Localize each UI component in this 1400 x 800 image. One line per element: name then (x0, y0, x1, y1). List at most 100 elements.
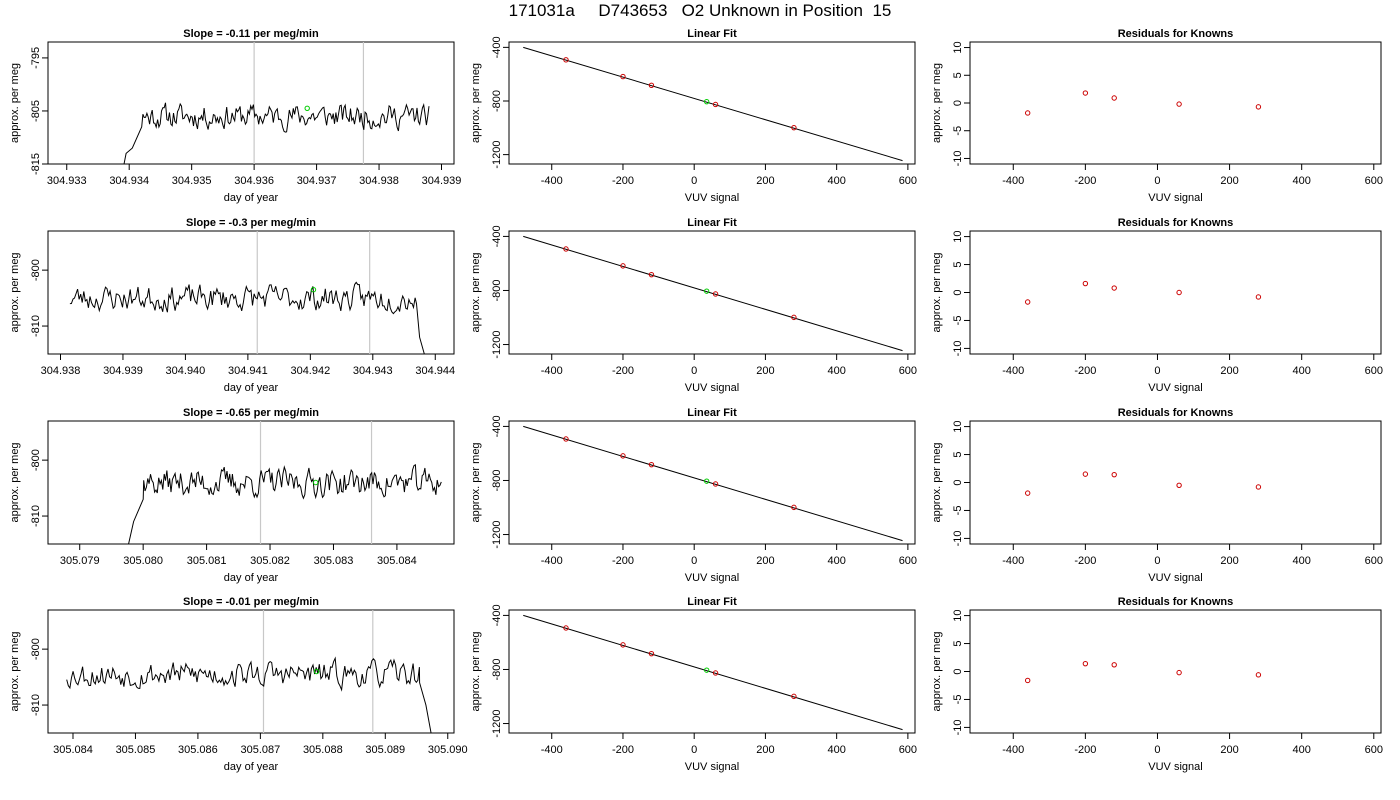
y-tick-label: -805 (30, 100, 42, 122)
y-tick-label: 10 (952, 609, 964, 621)
y-tick-label: -1200 (491, 520, 503, 548)
x-tick-label: 305.083 (314, 555, 354, 567)
x-tick-label: -400 (541, 555, 563, 567)
x-tick-label: 200 (756, 365, 774, 377)
x-tick-label: 600 (899, 175, 917, 187)
unknown-point (304, 105, 310, 112)
x-tick-label: 304.938 (41, 365, 81, 377)
timeseries-line (123, 102, 430, 164)
known-point (563, 57, 569, 63)
fit-line (523, 235, 903, 352)
residual-point (1255, 672, 1262, 678)
timeseries-line (69, 281, 425, 354)
residual-point (1082, 90, 1089, 96)
x-tick-label: 304.940 (166, 365, 206, 377)
x-tick-label: -200 (1074, 365, 1096, 377)
x-tick-label: 305.086 (178, 744, 218, 756)
residual-point (1024, 490, 1031, 496)
unknown-point (313, 479, 319, 486)
residual-point (1024, 677, 1031, 684)
panel-title: Slope = -0.01 per meg/min (183, 596, 319, 608)
x-tick-label: 305.089 (365, 744, 405, 756)
x-tick-label: 305.088 (303, 744, 343, 756)
known-point (563, 246, 569, 252)
known-point (620, 73, 626, 80)
x-tick-label: -400 (1002, 744, 1024, 756)
plot-area (523, 235, 903, 352)
fit-line (523, 614, 903, 731)
y-axis-label: approx. per meg (931, 63, 943, 143)
chart-panel-linear_fit: Linear Fit -400 -200 0 200 400 600 -400 -800 -120… (470, 596, 917, 773)
x-tick-label: 304.934 (109, 175, 149, 187)
x-tick-label: 304.936 (234, 175, 274, 187)
plot-area (123, 42, 430, 164)
y-tick-label: -800 (30, 449, 42, 471)
x-tick-label: -200 (612, 175, 634, 187)
chart-panel-timeseries: Slope = -0.01 per meg/min 305.084 305.085 3… (9, 596, 468, 773)
residual-point (1176, 669, 1182, 676)
x-tick-label: 304.939 (422, 175, 462, 187)
y-tick-label: -10 (952, 530, 964, 546)
x-tick-label: 305.084 (53, 744, 93, 756)
panel-title: Residuals for Knowns (1118, 596, 1234, 608)
x-tick-label: 0 (1154, 175, 1160, 187)
y-tick-label: -400 (491, 36, 503, 58)
plot-frame (508, 420, 916, 545)
panel-title: Slope = -0.3 per meg/min (186, 217, 316, 229)
chart-panel-linear_fit: Linear Fit -400 -200 0 200 400 600 -400 -800 -120… (470, 407, 917, 584)
y-tick-label: -810 (30, 694, 42, 716)
x-tick-label: 400 (1293, 555, 1311, 567)
y-tick-label: -800 (30, 259, 42, 281)
plot-area (69, 231, 425, 354)
y-tick-label: 0 (952, 668, 964, 674)
y-tick-label: 5 (952, 72, 964, 78)
y-tick-label: -5 (952, 506, 964, 516)
plot-area (1024, 471, 1262, 496)
x-tick-label: 305.079 (60, 555, 100, 567)
x-tick-label: 0 (1154, 744, 1160, 756)
x-tick-label: 400 (1293, 365, 1311, 377)
known-point (620, 642, 626, 648)
x-axis-label: VUV signal (1148, 572, 1202, 584)
y-axis-label: approx. per meg (470, 631, 482, 711)
panel-title: Residuals for Knowns (1118, 28, 1234, 40)
y-tick-label: 0 (952, 289, 964, 295)
y-tick-label: -810 (30, 505, 42, 527)
unknown-point (310, 287, 317, 293)
y-tick-label: -795 (30, 47, 42, 69)
x-tick-label: -400 (541, 175, 563, 187)
x-tick-label: 0 (691, 744, 697, 756)
y-tick-label: 5 (952, 261, 964, 267)
x-tick-label: 200 (1220, 744, 1238, 756)
y-tick-label: -400 (491, 415, 503, 437)
plot-frame (969, 609, 1382, 734)
plot-area (523, 46, 903, 162)
known-point (648, 461, 655, 468)
x-axis-label: VUV signal (1148, 761, 1202, 773)
known-point (712, 101, 719, 108)
plot-area (523, 425, 903, 542)
residual-point (1176, 101, 1182, 107)
y-axis-label: approx. per meg (470, 252, 482, 332)
x-axis-label: day of year (224, 382, 279, 394)
y-tick-label: -10 (952, 151, 964, 167)
x-tick-label: 0 (1154, 555, 1160, 567)
plot-area (1024, 280, 1262, 305)
x-tick-label: 304.939 (103, 365, 143, 377)
x-tick-label: 305.087 (240, 744, 280, 756)
x-axis-label: VUV signal (685, 382, 739, 394)
y-tick-label: 0 (952, 479, 964, 485)
chart-panel-residuals: Residuals for Knowns -400 -200 0 200 400 600 10… (931, 28, 1383, 204)
unknown-point (703, 478, 710, 484)
chart-panel-linear_fit: Linear Fit -400 -200 0 200 400 600 -400 -800 -120… (470, 28, 917, 204)
x-tick-label: 304.935 (172, 175, 212, 187)
x-tick-label: 400 (827, 555, 845, 567)
x-tick-label: 0 (1154, 365, 1160, 377)
panel-title: Residuals for Knowns (1118, 407, 1234, 419)
known-point (791, 314, 797, 321)
x-tick-label: 400 (827, 744, 845, 756)
x-tick-label: -200 (612, 744, 634, 756)
page-title: 171031a D743653 O2 Unknown in Position 1… (508, 1, 892, 20)
x-tick-label: 200 (1220, 365, 1238, 377)
y-tick-label: 10 (952, 230, 964, 242)
